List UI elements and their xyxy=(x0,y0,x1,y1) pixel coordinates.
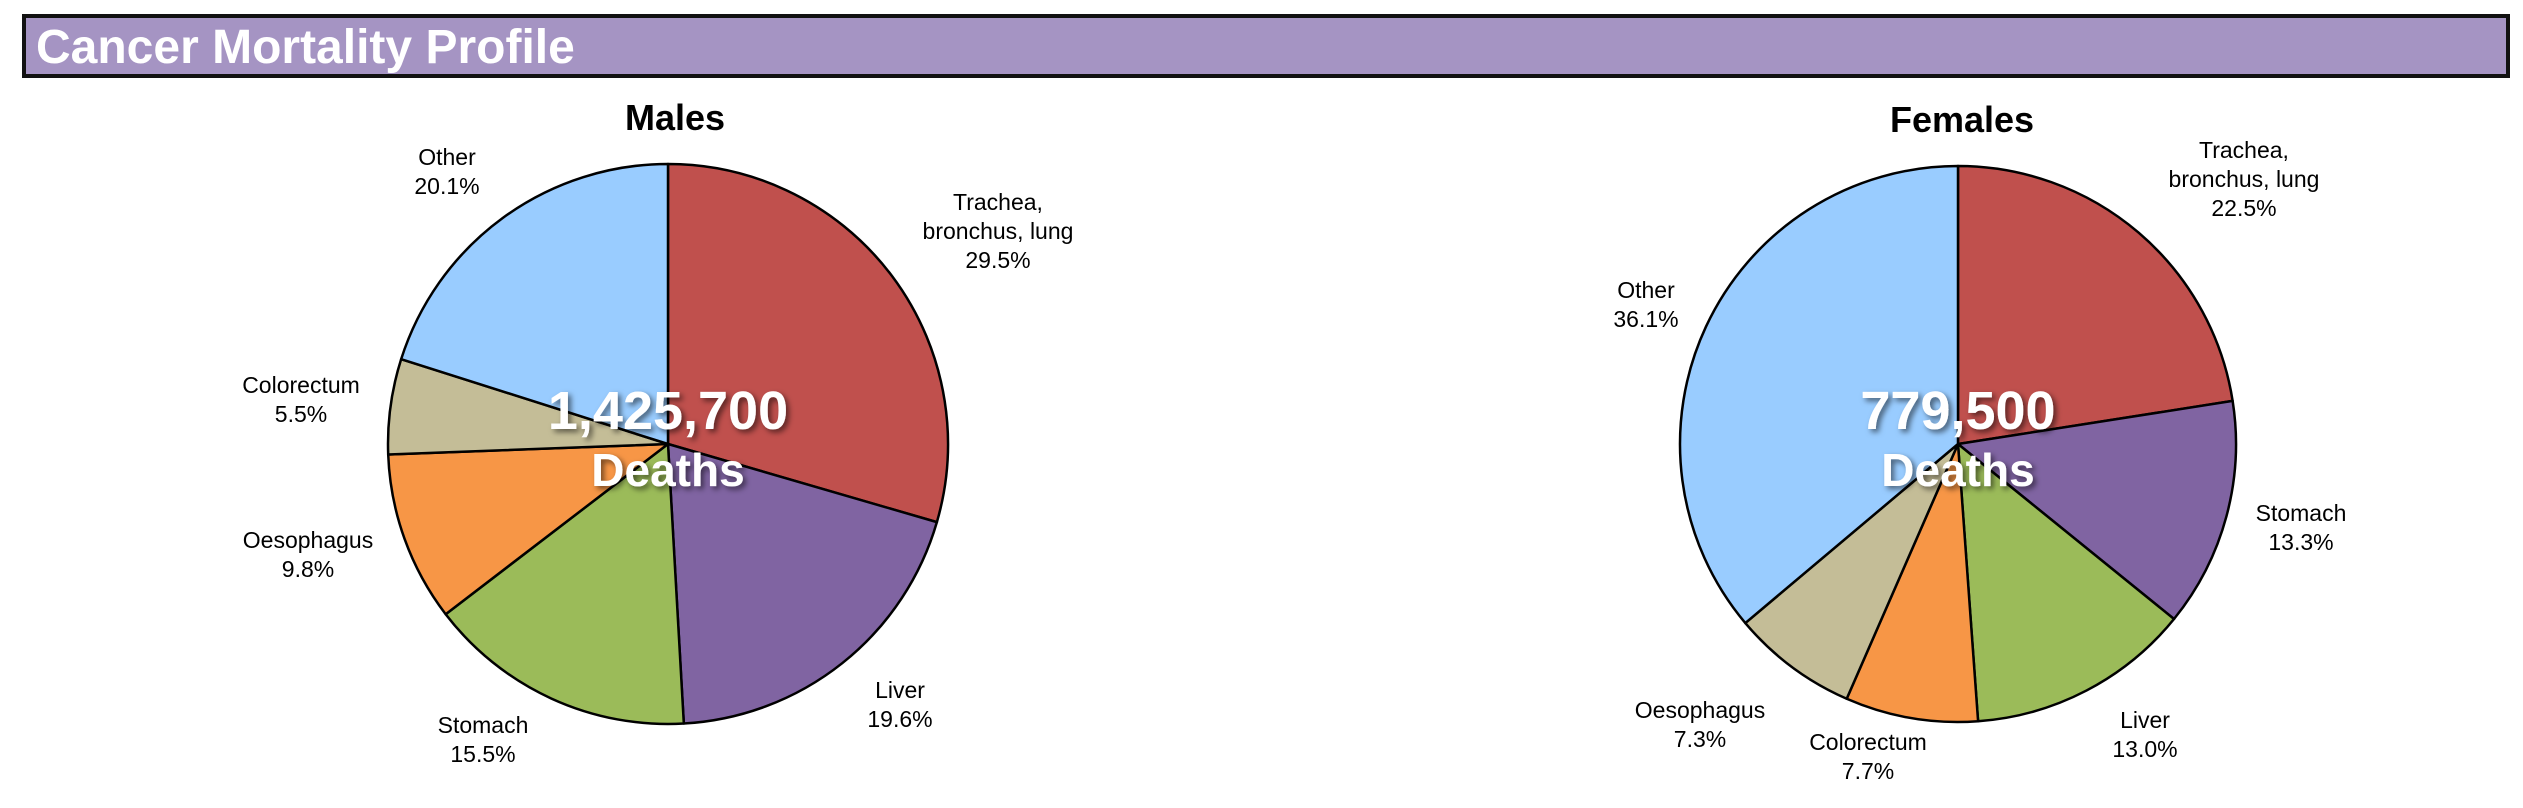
slice-label-oesophagus: Oesophagus 7.3% xyxy=(1635,697,1765,752)
pie-slice-other xyxy=(1678,164,1960,625)
pie-slice-liver xyxy=(1956,442,2176,723)
pie-slice-oesophagus xyxy=(1744,442,1960,700)
chart-title: Females xyxy=(1890,99,2034,140)
pie-slice-colorectum xyxy=(1845,442,1980,724)
slice-label-colorectum: Colorectum 5.5% xyxy=(242,372,360,427)
total-deaths-label: Deaths xyxy=(591,444,744,496)
pie-slice-trachea-bronchus-lung xyxy=(666,162,950,524)
page-title: Cancer Mortality Profile xyxy=(36,21,575,74)
pie-chart-males: Males Trachea, bronchus, lung 29.5% Liver 19.… xyxy=(242,97,1073,767)
pie-chart-females: Females Trachea, bronchus, lung 22.5% Stomac… xyxy=(1613,99,2346,784)
slice-label-liver: Liver 13.0% xyxy=(2112,707,2177,762)
slice-label-trachea-bronchus-lung: Trachea, bronchus, lung 22.5% xyxy=(2169,137,2320,221)
total-deaths-value: 779,500 xyxy=(1860,381,2055,441)
slice-label-other: Other 36.1% xyxy=(1613,277,1678,332)
slice-label-oesophagus: Oesophagus 9.8% xyxy=(243,527,373,582)
total-deaths-label: Deaths xyxy=(1881,444,2034,496)
pie-slice-trachea-bronchus-lung xyxy=(1956,164,2234,446)
pie-slice-stomach xyxy=(444,442,686,726)
pie-slice-oesophagus xyxy=(386,442,670,616)
slice-label-trachea-bronchus-lung: Trachea, bronchus, lung 29.5% xyxy=(923,189,1074,273)
title-banner: Cancer Mortality Profile xyxy=(22,14,2510,78)
slice-label-stomach: Stomach 13.3% xyxy=(2256,500,2347,555)
chart-title: Males xyxy=(625,97,725,138)
pie-slice-liver xyxy=(666,442,939,725)
total-deaths-value: 1,425,700 xyxy=(548,381,788,441)
pie-slice-other xyxy=(399,162,670,446)
slice-label-colorectum: Colorectum 7.7% xyxy=(1809,729,1927,784)
slice-label-stomach: Stomach 15.5% xyxy=(438,712,529,767)
slice-label-other: Other 20.1% xyxy=(414,144,479,199)
slice-label-liver: Liver 19.6% xyxy=(867,677,932,732)
pie-slice-stomach xyxy=(1956,399,2238,621)
